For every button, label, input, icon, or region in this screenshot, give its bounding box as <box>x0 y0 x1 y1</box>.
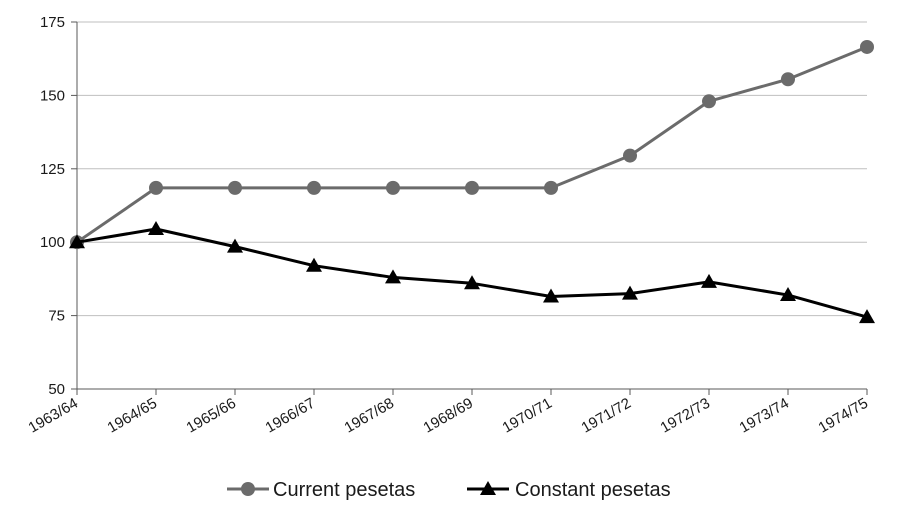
legend-item: Constant pesetas <box>467 479 671 501</box>
x-tick-label: 1972/73 <box>658 395 713 437</box>
legend-label: Constant pesetas <box>515 479 671 501</box>
data-point-triangle <box>480 481 496 495</box>
y-tick-label: 150 <box>40 87 65 104</box>
data-point-circle <box>307 180 321 195</box>
y-tick-label: 125 <box>40 161 65 178</box>
data-point-triangle <box>464 275 480 290</box>
legend-item: Current pesetas <box>227 479 415 501</box>
data-point-circle <box>781 72 795 87</box>
y-tick-label: 75 <box>48 308 65 325</box>
x-tick-label: 1974/75 <box>816 395 871 437</box>
x-tick-label: 1965/66 <box>184 395 239 437</box>
data-point-circle <box>228 180 242 195</box>
x-tick-label: 1967/68 <box>342 395 397 437</box>
x-tick-label: 1966/67 <box>263 395 318 437</box>
data-point-circle <box>465 180 479 195</box>
x-tick-label: 1964/65 <box>105 395 160 437</box>
series <box>69 39 875 324</box>
data-point-triangle <box>859 309 875 324</box>
y-tick-label: 175 <box>40 14 65 31</box>
x-tick-label: 1963/64 <box>26 395 81 437</box>
data-point-triangle <box>148 220 164 235</box>
series-current-pesetas <box>70 39 874 250</box>
data-point-circle <box>623 148 637 163</box>
x-tick-label: 1971/72 <box>579 395 634 437</box>
data-point-circle <box>241 482 255 496</box>
x-tick-labels: 1963/64 1964/65 1965/66 1966/67 1967/68 1968/… <box>26 395 871 437</box>
data-point-circle <box>860 39 874 54</box>
axes <box>71 21 868 395</box>
legend: Current pesetas Constant pesetas <box>227 479 671 501</box>
data-point-triangle <box>701 273 717 288</box>
data-point-triangle <box>227 238 243 253</box>
data-point-triangle <box>385 269 401 284</box>
data-point-triangle <box>780 287 796 302</box>
y-tick-label: 100 <box>40 234 65 251</box>
x-tick-label: 1970/71 <box>500 395 555 437</box>
data-point-circle <box>149 180 163 195</box>
legend-label: Current pesetas <box>273 479 415 501</box>
series-line <box>76 45 868 244</box>
data-point-circle <box>544 180 558 195</box>
y-tick-label: 50 <box>48 381 65 398</box>
x-tick-label: 1973/74 <box>737 395 792 437</box>
series-constant-pesetas <box>69 220 875 324</box>
x-tick-label: 1968/69 <box>421 395 476 437</box>
data-point-triangle <box>69 234 85 249</box>
data-point-circle <box>702 94 716 109</box>
y-tick-labels: 50 75 100 125 150 175 <box>40 14 65 398</box>
data-point-triangle <box>306 257 322 272</box>
gridlines <box>77 21 867 317</box>
data-point-circle <box>386 180 400 195</box>
data-point-triangle <box>622 285 638 300</box>
data-point-triangle <box>543 288 559 303</box>
